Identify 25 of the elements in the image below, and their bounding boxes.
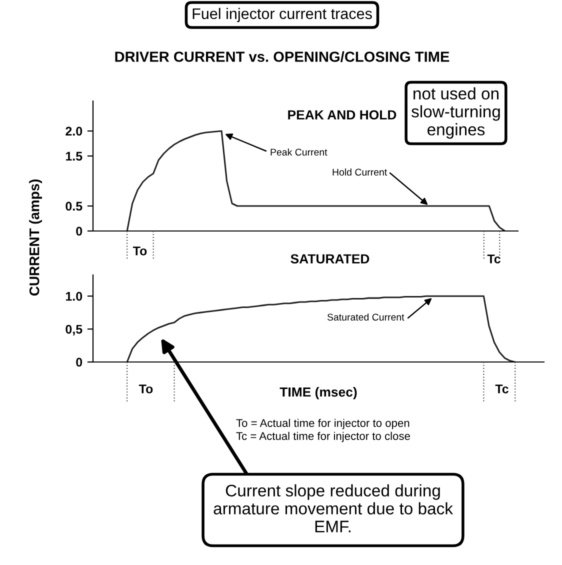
- annotation: not used on slow-turning engines: [412, 87, 500, 139]
- y-tick-label: 0: [76, 358, 82, 367]
- y-tick-label: 1.5: [66, 152, 82, 161]
- annotation: Hold Current: [332, 168, 388, 176]
- annotation: Saturated Current: [327, 313, 404, 321]
- text: To = Actual time for injector to open: [236, 418, 410, 430]
- chart-title: SATURATED: [290, 254, 370, 264]
- text: Fuel injector current traces: [192, 8, 372, 22]
- text: Tc: [495, 384, 508, 394]
- text: To: [132, 246, 147, 256]
- text: To: [138, 384, 153, 394]
- text: Tc: [487, 254, 500, 264]
- y-tick-label: 0.5: [66, 202, 82, 211]
- y-tick-label: 2.0: [66, 126, 82, 136]
- text: DRIVER CURRENT vs. OPENING/CLOSING TIME: [115, 51, 450, 62]
- text: PEAK AND HOLD: [288, 110, 396, 120]
- text: Tc = Actual time for injector to close: [236, 432, 410, 442]
- line-series: [126, 295, 516, 362]
- text: Current slope reduced during armature movement due to back EMF.: [214, 484, 453, 532]
- annotation: Peak Current: [270, 148, 328, 156]
- y-tick-label: 0,5: [66, 324, 82, 336]
- y-tick-label: 1.0: [66, 292, 82, 301]
- y-tick-label: 0: [76, 226, 82, 236]
- y-axis-title: CURRENT (amps): [29, 180, 42, 296]
- x-axis-title: TIME (msec): [280, 387, 357, 400]
